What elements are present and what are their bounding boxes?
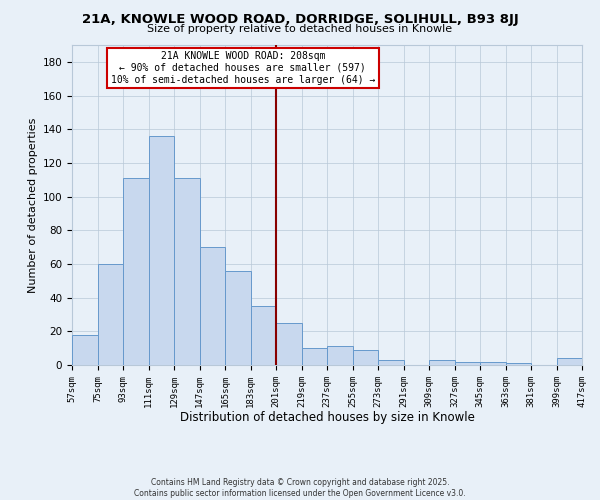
Bar <box>353 350 378 365</box>
Text: Contains HM Land Registry data © Crown copyright and database right 2025.
Contai: Contains HM Land Registry data © Crown c… <box>134 478 466 498</box>
Bar <box>199 247 225 365</box>
Y-axis label: Number of detached properties: Number of detached properties <box>28 118 38 292</box>
Bar <box>123 178 149 365</box>
Bar <box>276 323 302 365</box>
Bar <box>480 362 505 365</box>
Bar <box>505 364 531 365</box>
Text: 21A, KNOWLE WOOD ROAD, DORRIDGE, SOLIHULL, B93 8JJ: 21A, KNOWLE WOOD ROAD, DORRIDGE, SOLIHUL… <box>82 12 518 26</box>
Bar <box>174 178 199 365</box>
Bar <box>251 306 276 365</box>
Text: 21A KNOWLE WOOD ROAD: 208sqm
← 90% of detached houses are smaller (597)
10% of s: 21A KNOWLE WOOD ROAD: 208sqm ← 90% of de… <box>110 52 375 84</box>
X-axis label: Distribution of detached houses by size in Knowle: Distribution of detached houses by size … <box>179 411 475 424</box>
Bar <box>72 334 97 365</box>
Bar <box>378 360 404 365</box>
Text: Size of property relative to detached houses in Knowle: Size of property relative to detached ho… <box>148 24 452 34</box>
Bar <box>455 362 480 365</box>
Bar <box>149 136 174 365</box>
Bar <box>302 348 327 365</box>
Bar <box>97 264 123 365</box>
Bar <box>557 358 582 365</box>
Bar <box>327 346 353 365</box>
Bar <box>429 360 455 365</box>
Bar <box>225 270 251 365</box>
